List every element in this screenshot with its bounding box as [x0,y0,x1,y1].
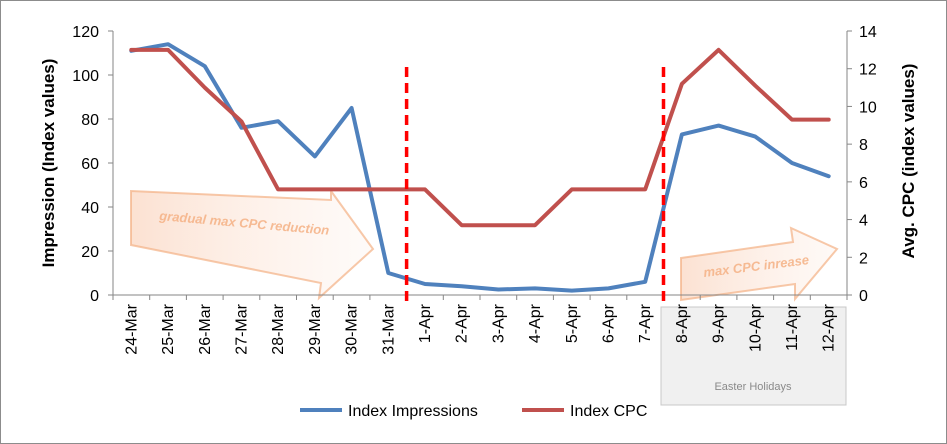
right-axis-ticks: 0 2 4 6 8 10 12 14 [847,24,877,305]
x-tick-label: 25-Mar [160,303,177,354]
right-tick-label: 4 [859,213,868,230]
right-tick-label: 10 [859,99,877,116]
left-tick-label: 0 [90,288,99,305]
x-tick-label: 28-Mar [270,303,287,354]
x-tick-label: 4-Apr [527,303,544,343]
x-axis-ticks: 24-Mar 25-Mar 26-Mar 27-Mar 28-Mar 29-Mar 30-M… [112,295,848,355]
x-tick-label: 3-Apr [490,303,507,343]
x-tick-label: 2-Apr [454,303,471,343]
right-tick-label: 0 [859,288,868,305]
legend-label-impressions: Index Impressions [348,403,478,420]
x-tick-label: 26-Mar [197,303,214,354]
x-tick-label: 6-Apr [600,303,617,343]
series-line-index-impressions [129,42,831,293]
x-tick-label: 12-Apr [821,303,838,352]
right-axis-title: Avg. CPC (index values) [899,64,918,259]
x-tick-label: 24-Mar [123,303,140,354]
right-tick-label: 8 [859,137,868,154]
left-tick-label: 40 [81,200,99,217]
x-tick-label: 8-Apr [674,303,691,343]
series-layer [129,42,831,293]
left-axis-title: Impression (Index values) [39,59,58,268]
x-tick-label: 29-Mar [307,303,324,354]
left-tick-label: 20 [81,244,99,261]
series-line-index-cpc [129,47,831,228]
x-tick-label: 11-Apr [784,303,801,351]
left-axis-ticks: 0 20 40 60 80 100 120 [72,24,113,305]
x-tick-label: 9-Apr [711,303,728,343]
x-tick-label: 7-Apr [637,303,654,343]
x-tick-label: 31-Mar [380,303,397,354]
left-tick-label: 60 [81,156,99,173]
x-tick-label: 27-Mar [233,303,250,354]
x-tick-label: 30-Mar [344,303,361,354]
legend: Index Impressions Index CPC [300,403,647,420]
left-tick-label: 100 [72,68,99,85]
legend-label-cpc: Index CPC [570,403,647,420]
right-tick-label: 6 [859,175,868,192]
easter-holidays-label: Easter Holidays [714,381,792,393]
left-tick-label: 80 [81,112,99,129]
easter-holidays-box [660,306,847,406]
x-tick-label: 10-Apr [747,303,764,352]
x-tick-label: 5-Apr [564,303,581,343]
right-tick-label: 12 [859,62,877,79]
right-tick-label: 14 [859,24,877,41]
x-tick-label: 1-Apr [417,303,434,343]
event-markers [404,67,666,305]
right-tick-label: 2 [859,250,868,267]
left-tick-label: 120 [72,24,99,41]
reduction-arrow [130,187,375,301]
